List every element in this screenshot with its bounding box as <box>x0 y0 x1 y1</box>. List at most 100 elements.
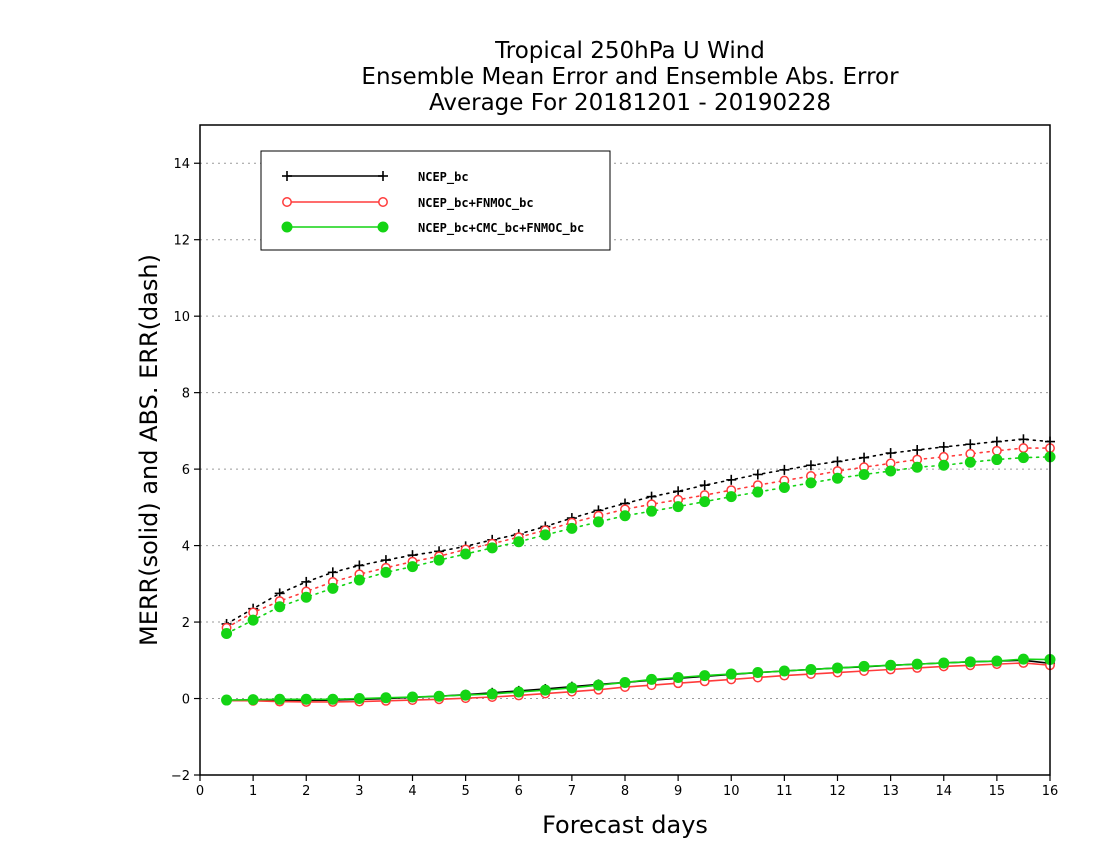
x-tick-label: 7 <box>568 784 576 799</box>
abs-err-point <box>725 491 737 503</box>
x-tick-label: 14 <box>935 784 952 799</box>
legend-marker <box>378 171 388 181</box>
x-axis-label: Forecast days <box>542 811 708 839</box>
abs-err-point <box>646 505 658 517</box>
grid <box>200 162 1050 700</box>
abs-err-point <box>592 516 604 528</box>
abs-err-point <box>1017 452 1029 464</box>
x-tick-label: 0 <box>196 784 204 799</box>
x-tick-label: 2 <box>302 784 310 799</box>
abs-err-point <box>407 561 418 573</box>
merr-point <box>433 690 445 702</box>
merr-point <box>832 662 843 674</box>
merr-line <box>226 658 1051 701</box>
y-tick-label: 12 <box>173 234 190 249</box>
title-line-2: Ensemble Mean Error and Ensemble Abs. Er… <box>361 64 899 90</box>
merr-point <box>353 693 365 705</box>
title-line-3: Average For 20181201 - 20190228 <box>429 90 831 116</box>
abs-err-point <box>912 445 923 455</box>
abs-err-point <box>433 554 445 566</box>
merr-point <box>300 693 312 705</box>
merr-point <box>805 663 817 675</box>
abs-err-point <box>885 465 897 477</box>
abs-err-point <box>354 560 365 571</box>
x-tick-label: 15 <box>989 784 1006 799</box>
merr-point <box>778 665 790 677</box>
abs-err-point <box>327 567 338 578</box>
merr-point <box>858 660 870 672</box>
abs-err-point <box>964 456 976 468</box>
abs-err-point <box>991 445 1002 456</box>
legend-entry-0: NCEP_bc <box>282 170 469 185</box>
abs-err-point <box>911 461 923 473</box>
merr-point <box>938 657 950 669</box>
abs-err-point <box>672 501 684 513</box>
x-tick-label: 10 <box>723 784 740 799</box>
x-tick-label: 12 <box>829 784 846 799</box>
abs-err-point <box>300 591 312 603</box>
merr-point <box>566 682 578 694</box>
abs-err-point <box>778 481 790 493</box>
abs-err-point <box>991 454 1003 466</box>
abs-err-point <box>274 601 286 613</box>
merr-point <box>247 694 259 706</box>
abs-err-point <box>859 452 870 463</box>
merr-point <box>486 688 498 700</box>
merr-point <box>513 686 525 698</box>
series-0 <box>221 434 1055 706</box>
title-line-1: Tropical 250hPa U Wind <box>494 38 765 64</box>
series-layer <box>221 434 1056 707</box>
legend: NCEP_bc NCEP_bc+FNMOC_bc NCEP_bc+CMC_bc+FN… <box>260 150 611 251</box>
y-tick-label: 4 <box>182 540 190 555</box>
merr-point <box>964 656 976 668</box>
merr-point <box>752 667 764 679</box>
abs-err-point <box>247 614 259 626</box>
x-tick-label: 1 <box>249 784 257 799</box>
abs-err-point <box>513 536 525 548</box>
y-axis-label: MERR(solid) and ABS. ERR(dash) <box>135 254 163 646</box>
legend-label: NCEP_bc+CMC_bc+FNMOC_bc <box>418 221 584 236</box>
x-tick-label: 9 <box>674 784 682 799</box>
x-tick-label: 6 <box>515 784 523 799</box>
abs-err-point <box>752 486 764 498</box>
abs-err-point <box>486 542 498 554</box>
merr-point <box>619 676 631 688</box>
merr-point <box>699 670 711 682</box>
merr-point <box>1017 653 1029 665</box>
abs-err-point <box>1018 443 1029 454</box>
y-tick-label: −2 <box>171 769 190 784</box>
y-tick-label: 2 <box>182 616 190 631</box>
merr-point <box>274 693 286 705</box>
abs-err-point <box>752 469 763 480</box>
merr-point <box>460 689 472 701</box>
abs-err-point <box>885 448 896 459</box>
abs-err-point <box>566 522 578 534</box>
abs-err-point <box>539 529 551 541</box>
abs-err-point <box>699 496 711 508</box>
abs-err-point <box>673 486 684 497</box>
legend-marker <box>282 197 292 207</box>
abs-err-point <box>619 510 631 522</box>
abs-err-point <box>726 474 737 485</box>
chart-title: Tropical 250hPa U Wind Ensemble Mean Err… <box>361 38 899 116</box>
legend-label: NCEP_bc+FNMOC_bc <box>418 196 534 211</box>
abs-err-point <box>221 628 233 640</box>
y-tick-label: 0 <box>182 693 190 708</box>
merr-point <box>911 658 923 670</box>
abs-err-point <box>858 468 870 480</box>
series-1 <box>221 443 1055 707</box>
abs-err-point <box>938 441 949 452</box>
abs-err-point <box>699 480 710 491</box>
y-tick-label: 14 <box>173 157 190 172</box>
y-tick-label: 6 <box>182 463 190 478</box>
abs-err-point <box>805 477 817 489</box>
abs-err-point <box>965 439 976 450</box>
merr-point <box>407 691 418 703</box>
x-tick-label: 13 <box>882 784 899 799</box>
abs-err-point <box>353 574 365 586</box>
y-tick-label: 8 <box>182 387 190 402</box>
abs-err-point <box>380 566 392 578</box>
x-tick-label: 5 <box>461 784 469 799</box>
merr-point <box>327 693 339 705</box>
